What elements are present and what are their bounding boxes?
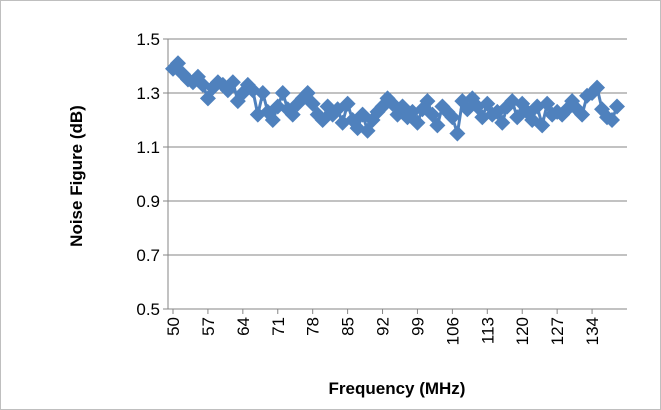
- x-tick-label: 78: [304, 317, 323, 336]
- gridlines: [168, 39, 627, 255]
- y-tick-label: 0.7: [136, 246, 160, 265]
- x-tick-label: 92: [374, 317, 393, 336]
- x-tick-label: 57: [199, 317, 218, 336]
- y-tick-label: 1.3: [136, 84, 160, 103]
- x-tick-label: 134: [583, 317, 602, 345]
- y-tick-label: 0.9: [136, 192, 160, 211]
- x-tick-label: 64: [234, 317, 253, 336]
- y-tick-label: 1.5: [136, 30, 160, 49]
- y-axis-title: Noise Figure (dB): [67, 105, 86, 247]
- y-tick-label: 1.1: [136, 138, 160, 157]
- x-tick-label: 50: [164, 317, 183, 336]
- x-tick-labels: 50 57 64 71 78 85 92 99 106 113 120 127 134: [164, 317, 602, 345]
- data-point: [609, 99, 625, 115]
- y-tick-label: 0.5: [136, 300, 160, 319]
- data-point: [449, 126, 465, 142]
- data-point: [275, 85, 291, 101]
- x-tick-label: 127: [548, 317, 567, 345]
- series-noise-figure: [165, 55, 625, 141]
- y-tick-labels: 0.5 0.7 0.9 1.1 1.3 1.5: [136, 30, 160, 319]
- x-axis-title: Frequency (MHz): [329, 379, 466, 398]
- x-tick-label: 71: [269, 317, 288, 336]
- x-tick-label: 99: [408, 317, 427, 336]
- x-tick-label: 120: [513, 317, 532, 345]
- x-tick-label: 85: [339, 317, 358, 336]
- x-tick-label: 106: [443, 317, 462, 345]
- x-tick-label: 113: [478, 317, 497, 344]
